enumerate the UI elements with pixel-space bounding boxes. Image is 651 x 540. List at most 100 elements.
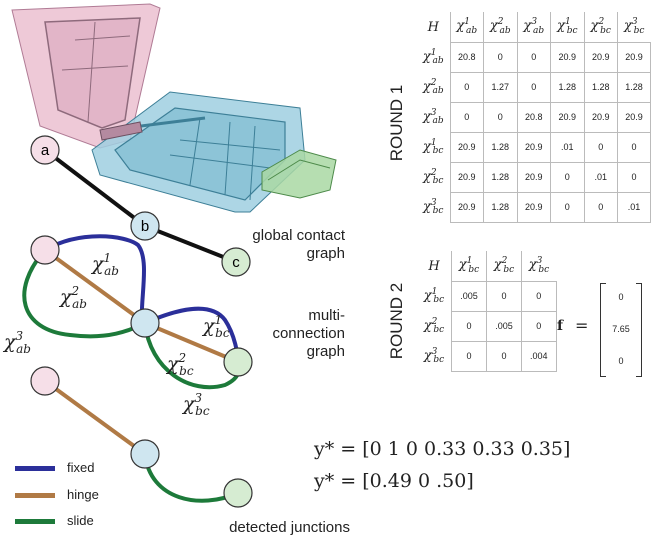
table-cell: 1.28 <box>617 71 651 103</box>
table-cell: 1.28 <box>483 131 518 163</box>
table-cell: 1.28 <box>483 161 518 193</box>
node-b-label: b <box>141 218 149 235</box>
table-cell: 0 <box>451 310 487 342</box>
round2-corner: H <box>428 258 440 274</box>
label-chi-ab2: χ2 ab <box>58 284 87 311</box>
round1-corner: H <box>427 19 439 35</box>
legend-label-fixed: fixed <box>67 460 95 475</box>
table-cell: 20.9 <box>449 131 485 163</box>
round1-row-2: χ3ab 0 0 20.8 20.9 20.9 20.9 <box>417 101 651 133</box>
table-cell: 0 <box>516 71 552 103</box>
f-vector-value-2: 0 <box>618 356 624 366</box>
result-y-round1: y* = [0 1 0 0.33 0.33 0.35] <box>314 438 571 460</box>
table-cell: 0 <box>521 280 557 312</box>
edge-b-c <box>144 224 237 264</box>
table-cell: 0 <box>583 191 619 223</box>
node-c-label: c <box>232 254 240 271</box>
table-cell: 20.9 <box>583 41 619 73</box>
table-cell: 20.9 <box>617 41 651 73</box>
table-cell: .01 <box>583 161 619 193</box>
node-b <box>130 211 160 241</box>
round2-title: ROUND 2 <box>387 282 406 360</box>
legend-swatch-slide <box>15 519 55 524</box>
f-vector-value-1: 7.65 <box>612 324 630 334</box>
table-cell: 20.8 <box>516 101 552 133</box>
node-a <box>30 135 60 165</box>
laptop-illustration <box>11 3 337 213</box>
edge-ab1-fixed <box>44 234 147 324</box>
table-cell: 20.9 <box>550 101 585 133</box>
node-a-detected <box>30 366 60 396</box>
table-cell: 20.8 <box>449 41 485 73</box>
graph-diagrams: a b c χ1 ab χ2 ab χ3 ab χ1 bc χ2 bc χ3 bc <box>2 135 253 508</box>
edge-ab3-slide <box>22 248 146 339</box>
table-cell: 0 <box>617 161 651 193</box>
round1-title: ROUND 1 <box>387 84 406 162</box>
label-chi-ab3: χ3 ab <box>2 329 31 356</box>
table-cell: .01 <box>550 131 585 163</box>
label-multi-connection-graph: multi- connection graph <box>272 307 345 360</box>
round2-row-1: χ2bc 0 .005 0 <box>417 310 557 342</box>
table-cell: 20.9 <box>449 191 485 223</box>
table-cell: 1.28 <box>550 71 585 103</box>
table-cell: 20.9 <box>617 101 651 133</box>
round2-col-1: χ2bc <box>486 251 522 281</box>
table-cell: .004 <box>521 340 557 372</box>
table-cell: 20.9 <box>516 191 552 223</box>
table-cell: .01 <box>617 191 651 223</box>
table-cell: 0 <box>486 280 522 312</box>
table-cell: 1.28 <box>483 191 518 223</box>
round1-matrix: H χ1ab χ2ab χ3ab χ1bc χ2bc χ3bc χ1ab 20.… <box>417 12 651 223</box>
legend-label-hinge: hinge <box>67 487 99 502</box>
label-chi-bc2: χ2 bc <box>165 351 194 378</box>
table-cell: 0 <box>483 41 518 73</box>
label-global-contact-graph: global contact graph <box>252 227 345 262</box>
f-vector-bracket-left <box>600 283 606 377</box>
node-c-multi <box>223 347 253 377</box>
round2-row-0: χ1bc .005 0 0 <box>417 280 557 312</box>
round2-col-2: χ3bc <box>521 251 556 281</box>
result-y-round2: y* = [0.49 0 .50] <box>314 470 474 492</box>
label-chi-ab1: χ1 ab <box>90 251 119 278</box>
round1-col-0: χ1ab <box>449 12 484 42</box>
round1-col-3: χ1bc <box>550 12 585 42</box>
round1-col-2: χ3ab <box>516 12 551 42</box>
table-cell: 0 <box>550 161 585 193</box>
table-cell: 0 <box>617 131 651 163</box>
legend-swatch-hinge <box>15 493 55 498</box>
round1-row-1: χ2ab 0 1.27 0 1.28 1.28 1.28 <box>417 71 651 103</box>
round1-row-0: χ1ab 20.8 0 0 20.9 20.9 20.9 <box>417 41 651 73</box>
node-a-label: a <box>41 142 50 159</box>
node-a-multi <box>30 235 60 265</box>
round1-row-5: χ3bc 20.9 1.28 20.9 0 0 .01 <box>417 191 651 223</box>
table-cell: 0 <box>516 41 552 73</box>
table-cell: 0 <box>449 101 485 133</box>
label-chi-bc3: χ3 bc <box>181 391 210 418</box>
edge-a-b <box>43 148 147 228</box>
table-cell: 0 <box>583 131 619 163</box>
f-vector-bracket-right <box>636 283 642 377</box>
table-cell: 20.9 <box>516 161 552 193</box>
f-vector-label: f <box>557 318 564 334</box>
round1-col-5: χ3bc <box>617 12 651 42</box>
node-b-detected <box>130 439 160 469</box>
table-cell: 20.9 <box>516 131 552 163</box>
round2-row-2: χ3bc 0 0 .004 <box>417 340 557 372</box>
table-cell: 0 <box>451 340 487 372</box>
table-cell: 20.9 <box>449 161 485 193</box>
round2-col-0: χ1bc <box>451 251 487 281</box>
f-vector-equals: = <box>575 316 589 335</box>
round1-col-1: χ2ab <box>483 12 518 42</box>
node-c-detected <box>223 478 253 508</box>
table-cell: 1.28 <box>583 71 619 103</box>
table-cell: .005 <box>486 310 522 342</box>
f-vector-value-0: 0 <box>618 292 624 302</box>
table-cell: 20.9 <box>583 101 619 133</box>
table-cell: 0 <box>521 310 557 342</box>
round1-col-4: χ2bc <box>583 12 618 42</box>
table-cell: 0 <box>483 101 518 133</box>
table-cell: 0 <box>449 71 485 103</box>
node-c <box>221 247 251 277</box>
legend-swatch-fixed <box>15 466 55 471</box>
table-cell: 0 <box>486 340 522 372</box>
